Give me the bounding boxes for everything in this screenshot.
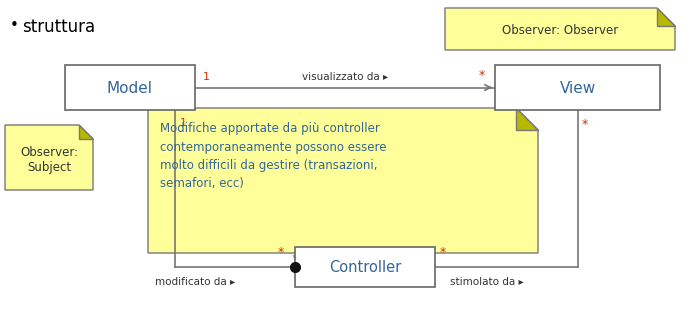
Text: modificato da ▸: modificato da ▸ bbox=[155, 277, 235, 287]
Text: *: * bbox=[479, 69, 485, 82]
FancyBboxPatch shape bbox=[295, 247, 435, 287]
Text: *: * bbox=[278, 246, 284, 259]
Text: •: • bbox=[10, 18, 19, 33]
Text: Observer: Observer: Observer: Observer bbox=[502, 24, 618, 38]
Polygon shape bbox=[79, 125, 93, 139]
Polygon shape bbox=[5, 125, 93, 190]
Text: visualizzato da ▸: visualizzato da ▸ bbox=[302, 72, 388, 82]
Text: 1: 1 bbox=[180, 118, 187, 128]
FancyBboxPatch shape bbox=[495, 65, 660, 110]
Text: Observer:
Subject: Observer: Subject bbox=[20, 145, 78, 174]
Text: *: * bbox=[440, 246, 446, 259]
FancyBboxPatch shape bbox=[65, 65, 195, 110]
Text: 1: 1 bbox=[203, 73, 210, 82]
Polygon shape bbox=[516, 108, 538, 130]
Text: struttura: struttura bbox=[22, 18, 95, 36]
Text: Model: Model bbox=[107, 81, 153, 96]
Text: Modifiche apportate da più controller
contemporaneamente possono essere
molto di: Modifiche apportate da più controller co… bbox=[160, 122, 387, 191]
Text: stimolato da ▸: stimolato da ▸ bbox=[450, 277, 524, 287]
Text: *: * bbox=[582, 118, 588, 131]
Text: View: View bbox=[559, 81, 595, 96]
Text: Controller: Controller bbox=[329, 260, 401, 276]
Polygon shape bbox=[445, 8, 675, 50]
Polygon shape bbox=[148, 108, 538, 253]
Polygon shape bbox=[657, 8, 675, 26]
